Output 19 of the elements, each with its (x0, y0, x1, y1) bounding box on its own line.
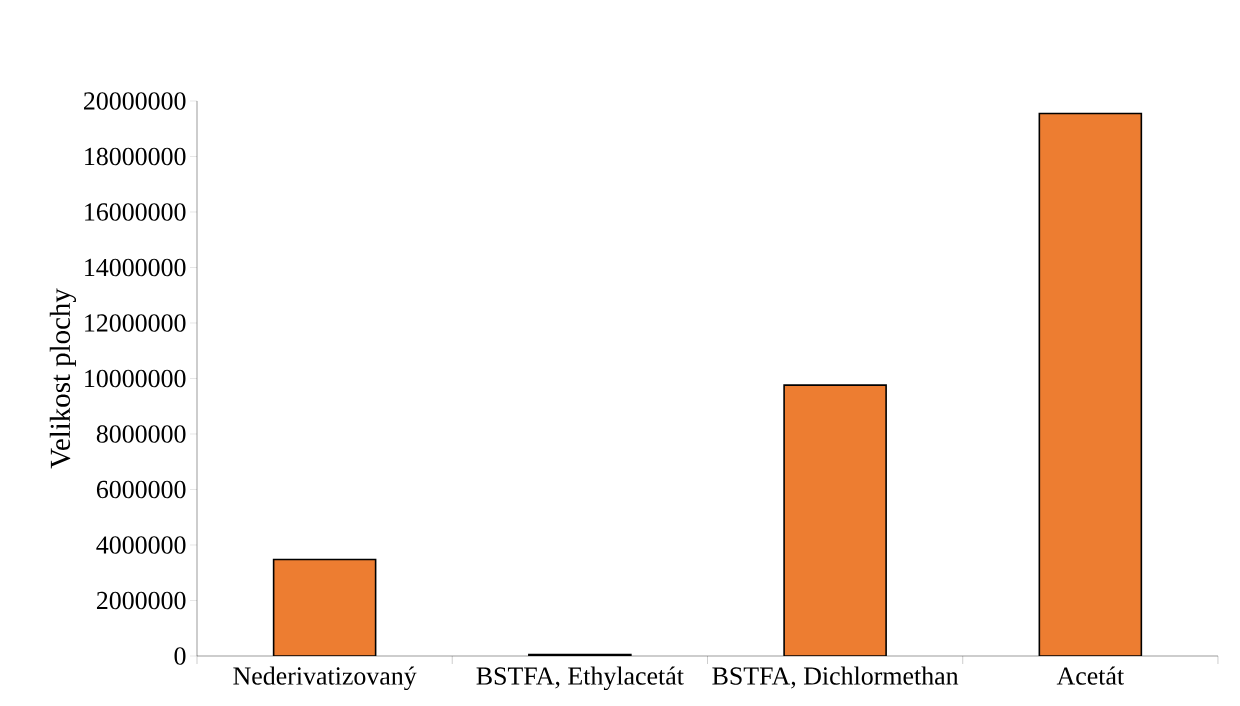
y-tick-label: 8000000 (96, 425, 186, 443)
y-tick-label: 14000000 (85, 258, 186, 277)
bar (272, 558, 377, 656)
x-tick-label: Acetát (1056, 666, 1124, 685)
y-tick-label: 4000000 (96, 536, 186, 554)
y-tick-label: 2000000 (96, 591, 186, 610)
x-tick-label: Nederivatizovaný (233, 666, 417, 691)
y-tick-label: 16000000 (85, 203, 186, 221)
bar (783, 384, 887, 656)
x-tick-label: BSTFA, Ethylacetát (476, 666, 684, 691)
y-tick-label: 10000000 (85, 369, 186, 388)
y-tick-label: 20000000 (84, 92, 186, 110)
y-tick-label: 12000000 (85, 314, 186, 332)
y-tick-label: 18000000 (85, 147, 186, 166)
x-tick-label: BSTFA, Dichlormethan (712, 666, 959, 689)
y-tick-label: 6000000 (96, 480, 186, 499)
y-tick-label: 0 (174, 647, 186, 665)
bar (1038, 112, 1143, 656)
y-axis-title: Velikost plochy (49, 288, 77, 469)
